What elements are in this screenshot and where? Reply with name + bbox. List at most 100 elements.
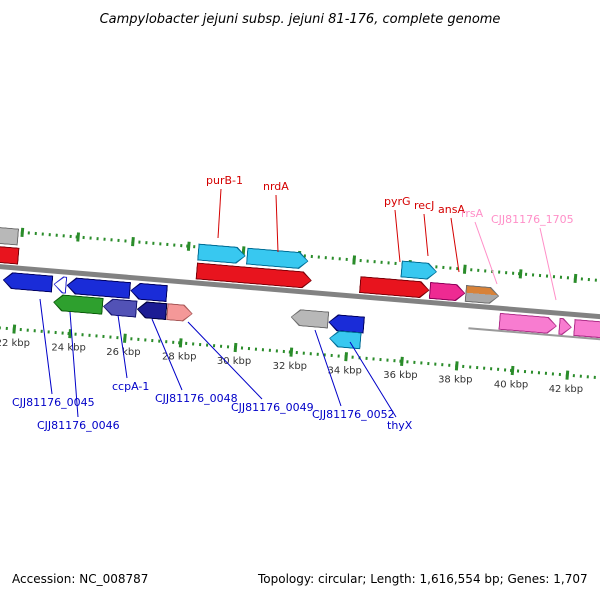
tick-minor [338,257,341,261]
gene-recJ[interactable] [400,260,437,280]
tick-minor [490,269,494,274]
gene-purB-1[interactable] [197,244,246,265]
gene-CJJ81176_0049[interactable] [166,303,193,322]
tick-major [510,365,514,376]
tick-minor [394,261,397,266]
tick-minor [580,277,583,281]
gene-gray-center[interactable] [290,308,329,328]
recJ-label: recJ [414,199,435,212]
tick-minor [546,274,549,278]
gene-pink-2[interactable] [558,318,572,336]
tick-major [344,352,348,362]
CJJ81176_0045-label: CJJ81176_0045 [12,396,95,409]
tick-minor [427,361,430,366]
tick-minor [366,259,369,263]
tick-minor [496,367,499,371]
CJJ81176_0049-label: CJJ81176_0049 [231,401,314,414]
gene-gray-left[interactable] [0,226,19,246]
gene-CJJ81176_1705-body [499,314,556,334]
tick-minor [538,371,541,375]
tick-minor [323,353,326,357]
gene-white-small[interactable] [53,276,67,294]
gene-gray-left-body [0,227,18,245]
thyX-label: thyX [387,419,413,432]
tick-minor [559,275,563,279]
tick-minor [102,334,105,339]
tick-minor [572,374,575,378]
tick-minor [226,345,230,349]
scale-label: 40 kbp [493,379,528,391]
tick-minor [117,238,120,242]
tick-minor [145,241,148,245]
ansA-label: ansA [438,203,465,216]
tick-minor [48,233,51,237]
tick-minor [330,353,333,358]
tick-minor [95,334,98,338]
tick-minor [511,271,514,275]
tick-major [454,361,459,371]
scale-label: 42 kbp [548,383,584,395]
tick-minor [261,348,264,352]
gene-blue-mid[interactable] [130,282,168,302]
gene-thyX-body [329,331,360,348]
tick-minor [54,330,57,335]
tick-minor [345,257,348,261]
gene-white-small-body [54,277,66,293]
tick-minor [124,239,127,243]
tick-minor [551,372,555,376]
tick-minor [489,367,492,371]
tick-minor [586,375,589,379]
tick-minor [254,347,257,351]
gene-red-left[interactable] [0,245,20,265]
gene-CJJ81176_0045-body [3,273,52,292]
tick-minor [213,344,216,348]
gene-CJJ81176_0046[interactable] [52,294,103,315]
gene-rrsA[interactable] [465,285,500,305]
tick-minor [441,363,444,367]
gene-CJJ81176_0048[interactable] [136,301,167,320]
tick-minor [220,344,223,348]
status-bar: Accession: NC_008787 Topology: circular;… [0,566,600,600]
tick-major [565,370,570,380]
gene-rrsA-body [466,286,499,304]
tick-minor [456,267,459,271]
tick-minor [532,273,535,277]
tick-minor [150,338,154,343]
gene-thyX[interactable] [328,330,361,350]
tick-major [573,273,578,284]
tick-major [399,356,404,366]
tick-minor [448,363,451,367]
gene-ansA[interactable] [429,282,466,302]
tick-minor [311,254,314,259]
tick-minor [379,357,382,362]
tick-major [123,333,127,343]
tick-minor [387,261,390,265]
tick-minor [81,333,85,337]
tick-major [67,329,72,339]
CJJ81176_0046-label: CJJ81176_0046 [37,419,120,432]
tick-minor [165,242,169,247]
tick-minor [468,365,472,369]
tick-minor [157,339,161,343]
tick-minor [420,361,423,365]
gene-blue-mid-body [131,283,167,301]
gene-CJJ81176_0052[interactable] [328,314,365,334]
tick-minor [109,335,112,339]
tick-minor [172,243,176,247]
tick-minor [171,340,174,344]
gene-ccpA-1-body [103,299,136,317]
topology-stats-text: Topology: circular; Length: 1,616,554 bp… [258,572,588,586]
tick-minor [103,237,106,241]
tick-minor [179,244,182,248]
tick-major [352,255,357,265]
tick-minor [303,351,306,355]
CJJ81176_0048-label: CJJ81176_0048 [155,392,238,405]
tick-major [20,227,25,237]
tick-minor [579,374,582,378]
gene-CJJ81176_0045[interactable] [2,271,53,292]
tick-minor [351,355,354,359]
tick-minor [192,342,195,346]
gene-ccpA-1[interactable] [102,298,137,318]
tick-minor [55,233,58,237]
